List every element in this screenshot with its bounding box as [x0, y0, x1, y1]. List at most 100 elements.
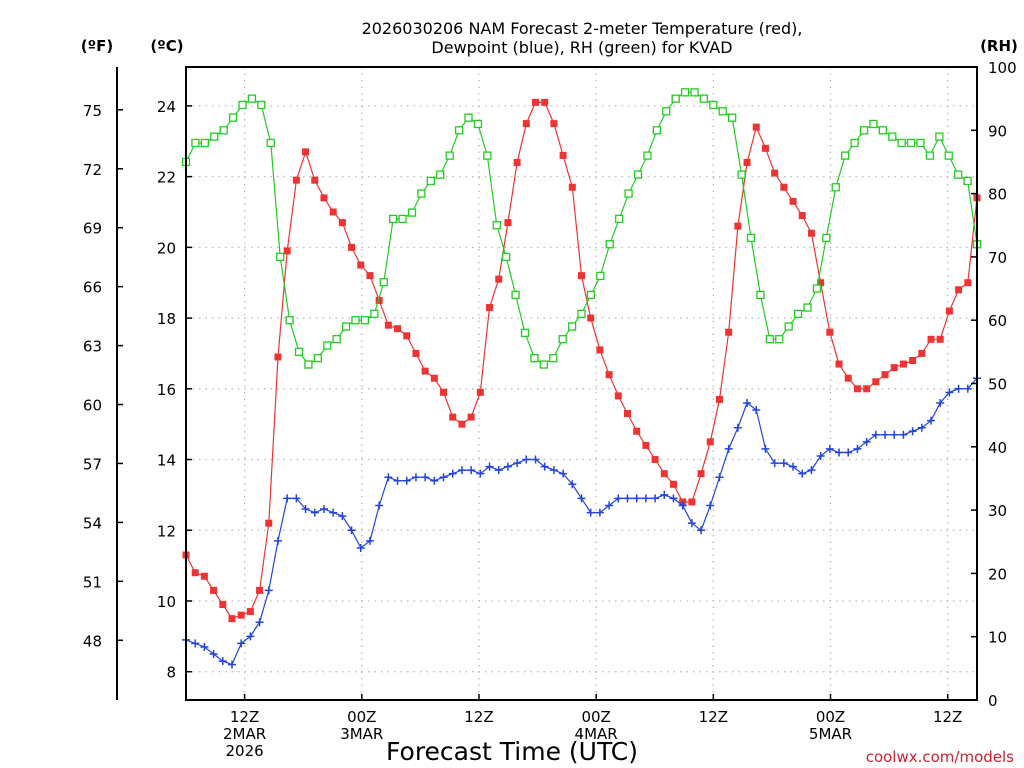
rh-point: [746, 233, 756, 243]
right-rh-axis-unit: (RH): [980, 37, 1018, 55]
rh-point: [257, 100, 266, 110]
rh-point: [615, 214, 624, 224]
temperature-point: [909, 357, 917, 365]
dewpoint-point: [715, 473, 724, 482]
temperature-point: [228, 615, 236, 623]
rh-point: [464, 113, 473, 122]
temperature-point: [320, 194, 328, 202]
rh-point: [596, 271, 605, 281]
rh-point: [323, 341, 332, 350]
dewpoint-point: [632, 494, 641, 503]
dewpoint-point: [862, 437, 871, 446]
dewpoint-point: [936, 398, 945, 407]
rh-point: [869, 119, 878, 129]
x-tick-label: 12Z: [699, 708, 728, 726]
x-tick-label: 4MAR: [575, 725, 618, 743]
dewpoint-point: [853, 444, 862, 453]
dewpoint-point: [660, 490, 669, 499]
rh-tick-label: 90: [988, 122, 1007, 140]
c-tick-label: 10: [157, 593, 176, 611]
dewpoint-point: [467, 466, 476, 475]
rh-point: [200, 138, 209, 148]
rh-point: [266, 138, 275, 148]
rh-point: [756, 290, 765, 300]
rh-point: [859, 126, 869, 135]
dewpoint-point: [209, 650, 218, 659]
dewpoint-point: [476, 469, 485, 478]
f-tick-label: 63: [83, 338, 102, 356]
temperature-point: [697, 470, 705, 478]
c-tick-label: 14: [157, 452, 176, 470]
temperature-point: [191, 569, 199, 577]
dewpoint-point: [421, 473, 430, 482]
rh-point: [643, 151, 652, 160]
dewpoint-point: [301, 505, 310, 514]
f-tick-label: 66: [83, 279, 102, 297]
rh-point: [247, 94, 257, 103]
rh-tick-label: 70: [988, 249, 1007, 267]
temperature-point: [964, 279, 972, 287]
temperature-point: [513, 158, 521, 166]
tick-labels: 8 10 12 14 16 18 20 22 24 48 51 54 57 60 63 66 69 72 75 0 10…: [83, 59, 1017, 760]
temperature-point: [660, 470, 668, 478]
rh-point: [775, 335, 784, 344]
dewpoint-point: [457, 466, 466, 475]
dewpoint-point: [963, 384, 972, 393]
rh-point: [445, 151, 454, 160]
temperature-point: [219, 601, 227, 609]
dewpoint-point: [402, 476, 411, 485]
temperature-point: [899, 360, 907, 368]
dewpoint-point: [375, 501, 384, 510]
temperature-point: [504, 219, 512, 227]
dewpoint-point: [733, 423, 742, 432]
dewpoint-point: [651, 494, 660, 503]
temperature-point: [384, 321, 392, 329]
rh-tick-label: 10: [988, 629, 1007, 647]
rh-point: [633, 170, 643, 179]
rh-point: [831, 183, 840, 192]
rh-point: [690, 88, 699, 97]
temperature-point: [375, 296, 383, 304]
temperature-point: [633, 427, 641, 435]
f-tick-label: 69: [83, 220, 102, 238]
dewpoint-point: [310, 508, 319, 517]
temperature-point: [761, 144, 769, 152]
rh-point: [822, 233, 831, 243]
dewpoint-point: [513, 459, 522, 468]
f-tick-label: 75: [83, 102, 102, 120]
dewpoint-point: [356, 543, 365, 552]
temperature-point: [743, 158, 751, 166]
dewpoint-point: [448, 469, 457, 478]
temperature-point: [237, 611, 245, 619]
temperature-point: [835, 360, 843, 368]
temperature-point: [715, 395, 723, 403]
c-tick-label: 16: [157, 381, 176, 399]
temperature-point: [486, 303, 494, 311]
rh-point: [841, 151, 850, 160]
dewpoint-point: [218, 657, 227, 666]
temperature-point: [421, 367, 429, 375]
dewpoint-point: [835, 448, 844, 457]
grid-lines: [186, 67, 977, 700]
dewpoint-point: [954, 384, 963, 393]
rh-tick-label: 30: [988, 502, 1007, 520]
x-tick-label: 00Z: [347, 708, 376, 726]
dewpoint-point: [614, 494, 623, 503]
rh-point: [407, 208, 417, 217]
rh-point: [238, 100, 247, 110]
rh-series: [181, 88, 982, 369]
temperature-point: [623, 410, 631, 418]
rh-point: [878, 126, 887, 135]
dewpoint-point: [577, 494, 586, 503]
temperature-point: [522, 120, 530, 128]
temperature-point: [807, 229, 815, 237]
temperature-point: [495, 275, 503, 283]
rh-point: [549, 354, 558, 363]
rh-point: [699, 94, 709, 103]
dewpoint-point: [945, 388, 954, 397]
dewpoint-point: [200, 642, 209, 651]
dewpoint-point: [329, 508, 338, 517]
x-tick-label: 12Z: [464, 708, 493, 726]
temperature-point: [430, 374, 438, 382]
